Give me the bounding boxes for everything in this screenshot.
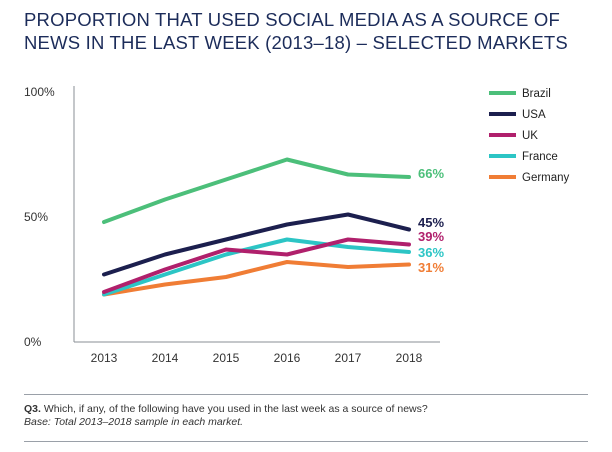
x-tick-label: 2017	[335, 351, 362, 365]
x-tick-label: 2018	[396, 351, 423, 365]
end-label-germany: 31%	[418, 260, 444, 275]
series-line-france	[102, 237, 411, 297]
footnote-question: Q3. Which, if any, of the following have…	[24, 403, 428, 416]
x-tick-label: 2013	[91, 351, 118, 365]
chart-end-labels: 66% 45%39%36%31%	[418, 166, 444, 275]
divider-top	[24, 394, 588, 395]
legend-label-france: France	[522, 151, 558, 163]
footnote-base: Base: Total 2013–2018 sample in each mar…	[24, 416, 244, 428]
chart-axes: 0% 50% 100% 2013 2014 2015 2016 2017 2018	[24, 85, 440, 365]
chart-legend: Brazil USA UK France Germany	[489, 88, 570, 184]
x-tick-label: 2016	[274, 351, 301, 365]
chart-title: PROPORTION THAT USED SOCIAL MEDIA AS A S…	[24, 8, 604, 54]
y-tick-label: 0%	[24, 335, 42, 349]
y-tick-label: 50%	[24, 210, 48, 224]
footnote-question-text: Which, if any, of the following have you…	[40, 403, 428, 415]
legend-label-uk: UK	[522, 130, 538, 142]
end-label-usa: 45%	[418, 215, 444, 230]
footnote-question-label: Q3.	[24, 403, 41, 415]
end-label-uk: 39%	[418, 229, 444, 244]
legend-label-usa: USA	[522, 109, 546, 121]
series-line-germany	[102, 260, 411, 297]
line-chart: 0% 50% 100% 2013 2014 2015 2016 2017 2018 66% 45%…	[24, 85, 570, 365]
end-label-brazil: 66%	[418, 166, 444, 181]
x-tick-label: 2015	[213, 351, 240, 365]
end-label-france: 36%	[418, 245, 444, 260]
x-tick-label: 2014	[152, 351, 179, 365]
divider-bottom	[24, 441, 588, 442]
chart-title-line-2: NEWS IN THE LAST WEEK (2013–18) – SELECT…	[24, 32, 568, 53]
y-tick-label: 100%	[24, 85, 55, 99]
chart-title-line-1: PROPORTION THAT USED SOCIAL MEDIA AS A S…	[24, 9, 560, 30]
footnote: Q3. Which, if any, of the following have…	[24, 403, 428, 429]
series-line-uk	[102, 237, 411, 294]
legend-label-germany: Germany	[522, 172, 570, 184]
chart-series-lines	[102, 157, 411, 297]
legend-label-brazil: Brazil	[522, 88, 551, 100]
series-line-usa	[102, 212, 411, 277]
series-line-brazil	[102, 157, 411, 224]
